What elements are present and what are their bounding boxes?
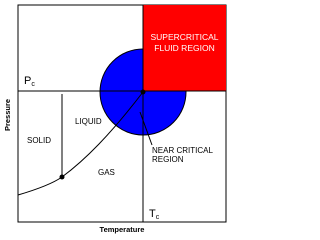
pc-sub: c [31, 81, 35, 88]
region-label: FLUID REGION [154, 43, 214, 53]
x-axis-label: Temperature [100, 225, 145, 234]
tc-label: Tc [149, 208, 160, 221]
y-axis-label: Pressure [3, 99, 12, 131]
triple-point [59, 174, 65, 180]
solid-label: SOLID [27, 136, 51, 145]
supercritical-overlay [143, 5, 226, 91]
critical-point [140, 89, 146, 95]
region-label: SUPERCRITICAL [150, 32, 218, 42]
liquid-label: LIQUID [75, 117, 102, 126]
pc-label: Pc [24, 75, 35, 88]
near-critical-label: REGION [152, 155, 184, 164]
pc-main: P [24, 75, 31, 87]
leader-line [139, 111, 153, 146]
tc-main: T [149, 208, 156, 220]
vapor-curve [17, 91, 144, 196]
phase-diagram: SUPERCRITICAL FLUID REGION Pc Tc SOLID L… [3, 4, 227, 234]
gas-label: GAS [98, 168, 115, 177]
tc-sub: c [156, 214, 160, 221]
near-critical-label: NEAR CRITICAL [152, 146, 213, 155]
